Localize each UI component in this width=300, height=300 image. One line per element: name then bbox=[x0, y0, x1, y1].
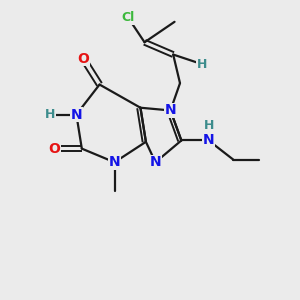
Text: H: H bbox=[196, 58, 207, 70]
Text: N: N bbox=[165, 103, 176, 118]
Text: O: O bbox=[49, 142, 61, 156]
Text: N: N bbox=[150, 155, 161, 169]
Text: N: N bbox=[109, 155, 120, 169]
Text: O: O bbox=[77, 52, 89, 66]
Text: N: N bbox=[203, 134, 214, 148]
Text: N: N bbox=[70, 107, 82, 122]
Text: Cl: Cl bbox=[122, 11, 135, 24]
Text: H: H bbox=[203, 119, 214, 132]
Text: H: H bbox=[45, 108, 56, 121]
